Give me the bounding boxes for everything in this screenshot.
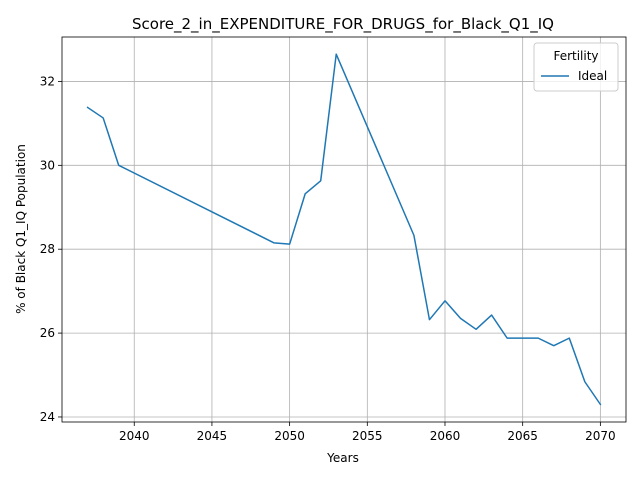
data-point (117, 164, 120, 167)
x-tick-label: 2065 (507, 429, 538, 443)
y-tick-label: 28 (40, 242, 55, 256)
series-group (86, 53, 602, 406)
data-point (583, 380, 586, 383)
data-point (459, 317, 462, 320)
legend-box (533, 42, 619, 92)
data-point (102, 116, 105, 119)
y-axis-label: % of Black Q1_IQ Population (14, 144, 28, 314)
data-point (474, 328, 477, 331)
x-tick-label: 2055 (352, 429, 383, 443)
data-point (537, 337, 540, 340)
data-point (304, 192, 307, 195)
data-point (599, 403, 602, 406)
x-axis: 2040 2045 2050 2055 2060 2065 2070 (119, 422, 616, 443)
x-tick-label: 2040 (119, 429, 150, 443)
grid-lines (62, 37, 626, 422)
data-point (443, 299, 446, 302)
data-point (335, 53, 338, 56)
data-point (506, 337, 509, 340)
data-point (521, 337, 524, 340)
plot-area (61, 36, 627, 423)
data-point (552, 344, 555, 347)
x-tick-label: 2060 (430, 429, 461, 443)
y-tick-label: 30 (40, 158, 55, 172)
data-point (568, 337, 571, 340)
y-tick-label: 26 (40, 326, 55, 340)
y-tick-label: 32 (40, 74, 55, 88)
series-line-ideal (86, 53, 602, 406)
chart-title: Score_2_in_EXPENDITURE_FOR_DRUGS_for_Bla… (132, 15, 554, 34)
x-tick-label: 2070 (585, 429, 616, 443)
x-axis-label: Years (326, 451, 359, 465)
y-tick-label: 24 (40, 410, 55, 424)
data-point (86, 106, 89, 109)
data-point (272, 241, 275, 244)
legend-title: Fertility (553, 49, 598, 63)
y-axis: 24 26 28 30 32 (40, 74, 62, 424)
data-point (490, 313, 493, 316)
legend-label-ideal: Ideal (578, 69, 607, 83)
data-point (412, 234, 415, 237)
data-point (319, 179, 322, 182)
data-point (288, 243, 291, 246)
x-tick-label: 2050 (274, 429, 305, 443)
data-point (428, 318, 431, 321)
x-tick-label: 2045 (197, 429, 228, 443)
legend: Fertility Ideal (533, 42, 619, 92)
